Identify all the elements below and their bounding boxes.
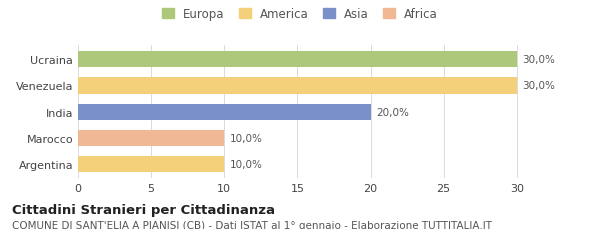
Text: 10,0%: 10,0%: [230, 160, 263, 169]
Text: COMUNE DI SANT'ELIA A PIANISI (CB) - Dati ISTAT al 1° gennaio - Elaborazione TUT: COMUNE DI SANT'ELIA A PIANISI (CB) - Dat…: [12, 220, 492, 229]
Legend: Europa, America, Asia, Africa: Europa, America, Asia, Africa: [162, 8, 438, 21]
Text: 30,0%: 30,0%: [523, 81, 556, 91]
Bar: [78, 130, 224, 147]
Bar: [78, 156, 224, 173]
Text: Cittadini Stranieri per Cittadinanza: Cittadini Stranieri per Cittadinanza: [12, 203, 275, 216]
Bar: [78, 78, 517, 94]
Bar: [78, 52, 517, 68]
Text: 20,0%: 20,0%: [376, 107, 409, 117]
Text: 30,0%: 30,0%: [523, 55, 556, 65]
Bar: [78, 104, 371, 120]
Text: 10,0%: 10,0%: [230, 133, 263, 143]
